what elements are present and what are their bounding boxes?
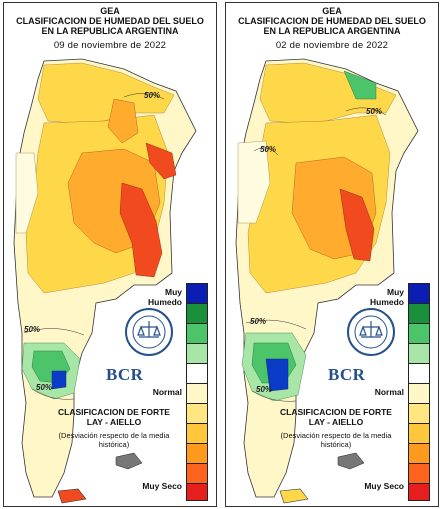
normal-zone-west (237, 140, 271, 224)
legend-label-muy-seco: Muy Seco (142, 481, 182, 491)
panel-title-line1: CLASIFICACION DE HUMEDAD DEL SUELO (16, 16, 204, 26)
isoline (123, 93, 165, 100)
dry-zone-north (37, 62, 175, 124)
isoline-label: 50% (260, 145, 277, 154)
humid-zone-north (343, 70, 377, 100)
legend-swatch (187, 464, 207, 484)
legend-swatch (187, 324, 207, 344)
very-humid-zone (265, 358, 289, 392)
legend-color-bar (186, 283, 208, 501)
normal-zone-west (15, 152, 39, 234)
isoline-label: 50% (144, 91, 161, 100)
legend-swatch (409, 344, 429, 364)
legend-swatch (187, 364, 207, 384)
isoline-label: 50% (24, 325, 41, 334)
legend-label-normal: Normal (152, 387, 182, 397)
very-dry-zone (339, 188, 375, 262)
legend-swatch (187, 384, 207, 404)
malvinas-islands (115, 452, 143, 470)
legend-label-muy-humedo: Muy Humedo (370, 287, 404, 307)
bcr-seal-logo (347, 308, 395, 356)
legend-swatch (187, 344, 207, 364)
legend-label-muy-humedo: Muy Humedo (148, 287, 182, 307)
classification-note: (Desviación respecto de la media históri… (280, 431, 392, 449)
isoline (251, 390, 297, 402)
legend-swatch (409, 304, 429, 324)
isoline-label: 50% (36, 383, 53, 392)
classification-title: CLASIFICACION DE FORTE LAY - AIELLO (280, 407, 392, 427)
map-panel-left: GEA CLASIFICACION DE HUMEDAD DEL SUELO E… (3, 2, 217, 507)
panel-title-line1: CLASIFICACION DE HUMEDAD DEL SUELO (238, 16, 426, 26)
drier-zone-north (107, 98, 139, 144)
isoline-label: 50% (366, 107, 383, 116)
isoline (253, 147, 279, 156)
legend-swatch (187, 424, 207, 444)
legend-swatch (187, 484, 207, 500)
classification-title: CLASIFICACION DE FORTE LAY - AIELLO (58, 407, 170, 427)
legend-color-bar (408, 283, 430, 501)
legend-swatch (409, 404, 429, 424)
panel-date: 02 de noviembre de 2022 (275, 40, 389, 51)
isoline (23, 328, 85, 336)
legend-swatch (187, 404, 207, 424)
isoline (345, 107, 387, 116)
legend-swatch (409, 484, 429, 500)
legend-swatch (409, 364, 429, 384)
malvinas-islands (337, 452, 365, 470)
legend-swatch (409, 324, 429, 344)
very-humid-zone (51, 370, 67, 390)
tierra-del-fuego (279, 488, 309, 504)
legend-swatch (187, 304, 207, 324)
legend-swatch (409, 444, 429, 464)
bcr-brand: BCR (328, 365, 366, 384)
isoline (245, 319, 307, 330)
tierra-del-fuego (57, 488, 87, 504)
soil-moisture-map-right (235, 58, 419, 504)
isoline (31, 388, 75, 400)
very-dry-zone-1 (145, 142, 177, 180)
legend-label-normal: Normal (374, 387, 404, 397)
legend-label-muy-seco: Muy Seco (364, 481, 404, 491)
bcr-brand: BCR (106, 365, 144, 384)
panel-title-line2: EN LA REPUBLICA ARGENTINA (41, 26, 179, 36)
bcr-seal-logo (125, 308, 173, 356)
legend-swatch (409, 384, 429, 404)
panel-header: GEA (322, 6, 342, 16)
panel-title-line2: EN LA REPUBLICA ARGENTINA (263, 26, 401, 36)
panel-header: GEA (100, 6, 120, 16)
legend-swatch (409, 424, 429, 444)
soil-moisture-map-left (13, 58, 197, 504)
isoline-label: 50% (250, 317, 267, 326)
classification-note: (Desviación respecto de la media históri… (58, 431, 170, 449)
legend-swatch (409, 284, 429, 304)
legend-swatch (187, 444, 207, 464)
map-panel-right: GEA CLASIFICACION DE HUMEDAD DEL SUELO E… (225, 2, 439, 507)
panel-date: 09 de noviembre de 2022 (53, 40, 167, 51)
legend-swatch (187, 284, 207, 304)
isoline-label: 50% (256, 385, 273, 394)
very-dry-zone-2 (119, 182, 163, 278)
legend-swatch (409, 464, 429, 484)
